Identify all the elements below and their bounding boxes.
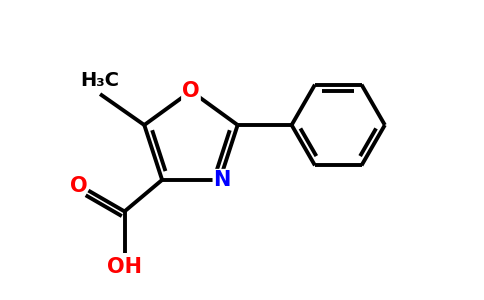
Text: H₃C: H₃C (80, 71, 120, 90)
Text: O: O (70, 176, 88, 196)
Text: OH: OH (107, 257, 142, 277)
Text: N: N (213, 170, 231, 190)
Text: O: O (182, 81, 200, 101)
